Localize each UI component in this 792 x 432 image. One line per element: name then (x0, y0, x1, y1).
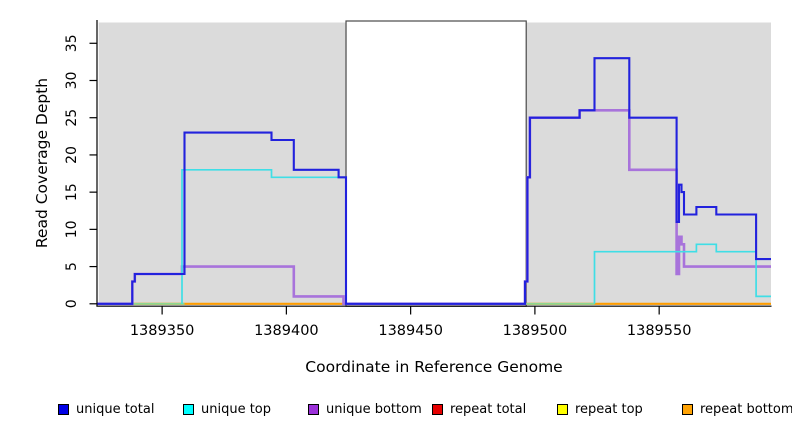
series-unique-top (593, 243, 771, 304)
unique-bottom-swatch-icon (308, 404, 319, 415)
y-tick-label: 10 (64, 220, 80, 238)
repeat-top-swatch-icon (557, 404, 568, 415)
x-axis-title: Coordinate in Reference Genome (305, 358, 563, 376)
legend-label: unique total (76, 402, 155, 417)
unique-top-swatch-icon (183, 404, 194, 415)
shaded-region (98, 22, 347, 306)
repeat-total-swatch-icon (432, 404, 443, 415)
y-tick-label: 0 (64, 299, 80, 308)
x-tick-label: 1389500 (503, 323, 568, 339)
unshaded-gap (345, 20, 527, 307)
legend-label: repeat total (450, 402, 527, 417)
y-tick-label: 15 (64, 183, 80, 201)
y-tick-label: 5 (64, 262, 80, 271)
legend-item-repeat-total: repeat total (432, 402, 526, 417)
unique-total-swatch-icon (58, 404, 69, 415)
y-tick-label: 20 (64, 146, 80, 164)
shaded-region (526, 22, 771, 306)
legend-item-repeat-top: repeat top (557, 402, 643, 417)
repeat-bottom-swatch-icon (682, 404, 693, 415)
legend-item-repeat-bottom: repeat bottom (682, 402, 792, 417)
y-tick-label: 30 (64, 72, 80, 90)
x-tick-label: 1389550 (627, 323, 692, 339)
legend-label: unique bottom (326, 402, 422, 417)
series-unique-total (97, 57, 771, 305)
y-axis-title: Read Coverage Depth (33, 77, 51, 249)
legend-label: repeat top (575, 402, 643, 417)
legend-item-unique-total: unique total (58, 402, 154, 417)
x-tick-label: 1389400 (254, 323, 319, 339)
legend-item-unique-top: unique top (183, 402, 271, 417)
legend-item-unique-bottom: unique bottom (308, 402, 422, 417)
x-tick-label: 1389350 (130, 323, 195, 339)
y-tick-label: 25 (64, 109, 80, 127)
y-tick-label: 35 (64, 34, 80, 52)
legend-label: repeat bottom (700, 402, 792, 417)
x-tick-label: 1389450 (378, 323, 443, 339)
legend-label: unique top (201, 402, 272, 417)
